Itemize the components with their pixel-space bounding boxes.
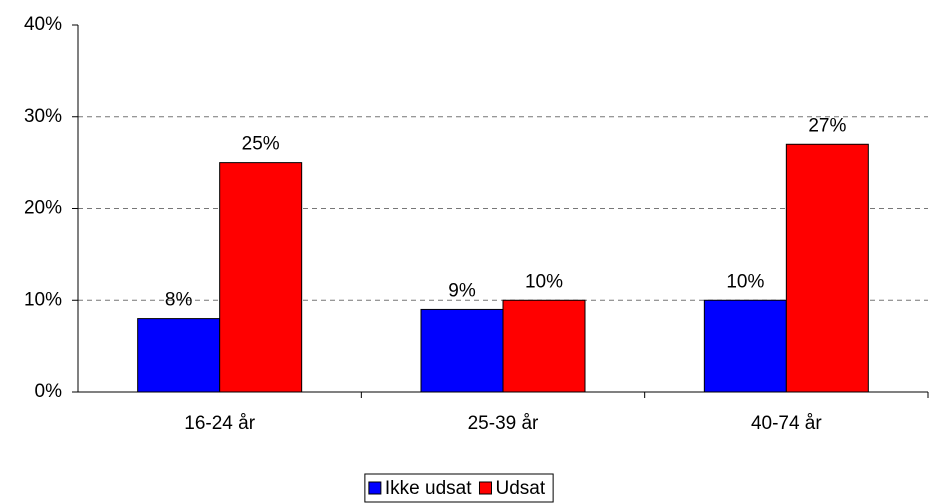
data-label: 9% [448, 280, 476, 301]
bar [137, 318, 221, 393]
bar [219, 162, 303, 393]
legend-swatch [478, 481, 492, 495]
legend-label: Udsat [495, 478, 545, 499]
y-tick-label: 0% [35, 381, 63, 402]
data-label: 10% [525, 271, 563, 292]
y-tick-label: 10% [24, 289, 62, 310]
y-tick-label: 30% [24, 106, 62, 127]
data-label: 10% [726, 271, 764, 292]
data-label: 27% [808, 115, 846, 136]
y-tick-label: 20% [24, 198, 62, 219]
x-tick-label: 16-24 år [184, 413, 255, 434]
data-label: 25% [242, 134, 280, 155]
legend-box [364, 473, 554, 503]
bar [785, 143, 869, 393]
bar [703, 299, 787, 393]
x-tick-label: 40-74 år [751, 413, 822, 434]
data-label: 8% [165, 290, 193, 311]
x-tick-label: 25-39 år [468, 413, 539, 434]
bar [502, 299, 586, 393]
legend-label: Ikke udsat [385, 478, 472, 499]
bar [420, 308, 504, 393]
legend-swatch [368, 481, 382, 495]
legend: Ikke udsat Udsat [364, 473, 554, 503]
y-tick-label: 40% [24, 14, 62, 35]
